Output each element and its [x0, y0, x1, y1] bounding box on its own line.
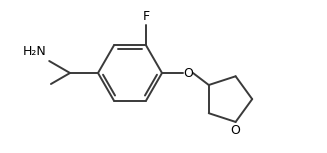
Text: H₂N: H₂N	[23, 45, 46, 58]
Text: O: O	[183, 67, 193, 80]
Text: F: F	[143, 10, 149, 23]
Text: O: O	[231, 124, 241, 137]
